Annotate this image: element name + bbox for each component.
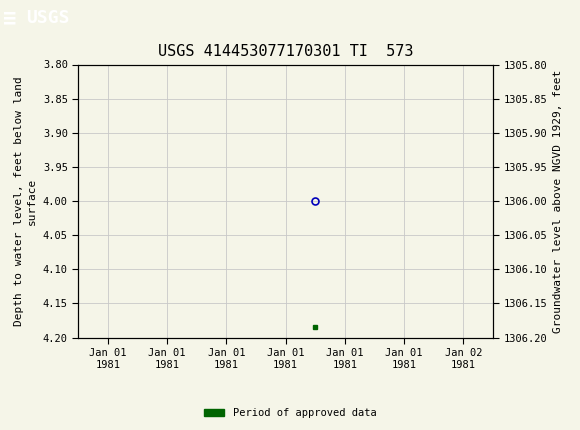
Y-axis label: Groundwater level above NGVD 1929, feet: Groundwater level above NGVD 1929, feet	[553, 69, 563, 333]
Text: ≡: ≡	[3, 8, 16, 28]
Legend: Period of approved data: Period of approved data	[200, 404, 380, 423]
Y-axis label: Depth to water level, feet below land
surface: Depth to water level, feet below land su…	[14, 76, 37, 326]
Title: USGS 414453077170301 TI  573: USGS 414453077170301 TI 573	[158, 44, 414, 59]
Text: USGS: USGS	[26, 9, 70, 27]
